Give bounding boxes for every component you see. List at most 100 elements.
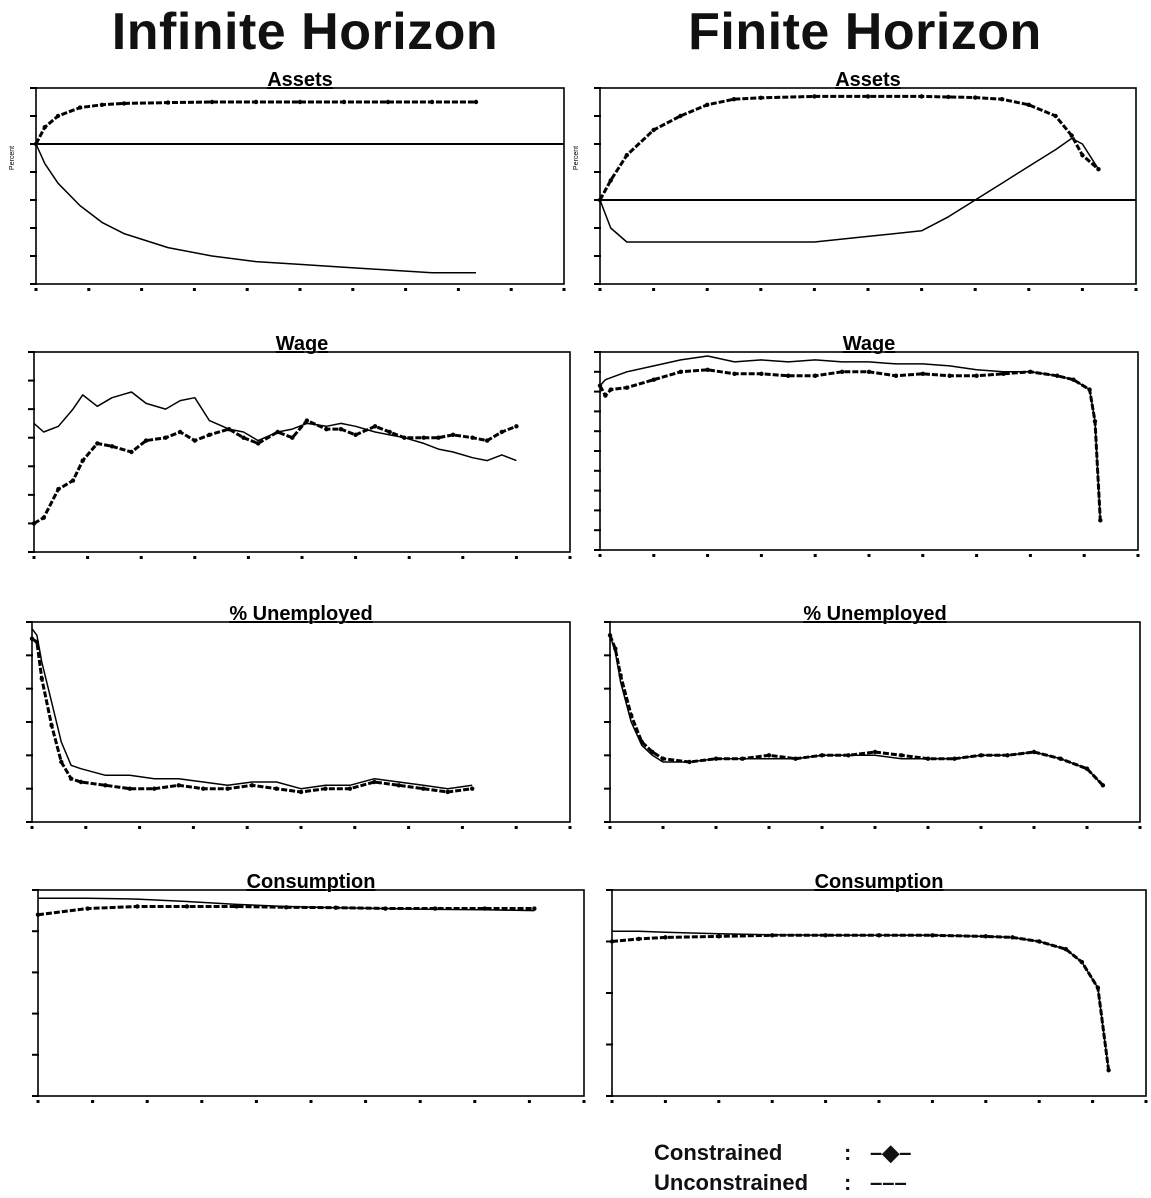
infinite-wage-constrained-point xyxy=(353,432,358,438)
infinite-consumption-constrained-point xyxy=(532,906,537,911)
infinite-unemployed-constrained-point xyxy=(78,779,84,785)
finite-wage-constrained-point xyxy=(920,371,925,376)
infinite-wage-plot-frame xyxy=(33,351,571,553)
infinite-unemployed-x-tick xyxy=(353,826,357,829)
infinite-wage-x-tick xyxy=(300,556,304,559)
finite-assets-constrained-point xyxy=(999,97,1005,102)
infinite-wage-constrained-series-line xyxy=(33,419,517,525)
infinite-unemployed-x-tick xyxy=(30,826,34,829)
infinite-wage-x-tick xyxy=(461,556,465,559)
finite-wage-constrained-point xyxy=(947,373,952,378)
finite-assets-x-tick xyxy=(598,288,602,291)
finite-unemployed-x-tick xyxy=(820,826,824,829)
infinite-wage-x-tick xyxy=(354,556,358,559)
infinite-unemployed-constrained-point xyxy=(200,786,206,791)
infinite-unemployed-constrained-point xyxy=(396,783,402,788)
infinite-wage-constrained-point xyxy=(372,424,378,429)
finite-unemployed-x-tick xyxy=(1085,826,1089,829)
legend-separator: : xyxy=(844,1170,852,1195)
infinite-assets-constrained-point xyxy=(99,102,105,108)
infinite-assets-constrained-point xyxy=(341,99,347,105)
infinite-wage-x-tick xyxy=(514,556,518,559)
infinite-assets-x-tick xyxy=(192,288,196,291)
infinite-wage-constrained-point xyxy=(163,435,168,440)
infinite-consumption-constrained-point xyxy=(184,904,190,909)
finite-assets-constrained-point xyxy=(651,127,656,133)
finite-unemployed-plot-frame xyxy=(609,621,1141,823)
finite-consumption-unconstrained-series-line xyxy=(612,930,1110,1071)
finite-wage-constrained-point xyxy=(974,373,979,378)
finite-consumption-x-tick xyxy=(1091,1100,1095,1103)
infinite-consumption-x-tick xyxy=(418,1100,422,1103)
finite-wage-constrained-point xyxy=(866,369,872,374)
infinite-wage-x-tick xyxy=(32,556,36,559)
infinite-unemployed-x-tick xyxy=(514,826,518,829)
infinite-wage-constrained-point xyxy=(255,441,261,446)
infinite-wage-x-tick xyxy=(407,556,411,559)
finite-assets-constrained-point xyxy=(919,94,924,99)
infinite-assets-title: Assets xyxy=(267,69,333,91)
finite-consumption-constrained-point xyxy=(663,935,668,940)
infinite-wage-x-tick xyxy=(246,556,250,559)
infinite-assets-x-tick xyxy=(245,288,249,291)
infinite-wage-constrained-point xyxy=(514,424,519,429)
infinite-unemployed-constrained-point xyxy=(29,636,35,641)
finite-unemployed-x-tick xyxy=(979,826,983,829)
infinite-consumption-x-tick xyxy=(200,1100,204,1103)
infinite-assets-plot-frame xyxy=(35,87,565,285)
finite-consumption-constrained-point xyxy=(609,939,615,944)
infinite-wage-x-tick xyxy=(86,556,90,559)
finite-wage-x-tick xyxy=(1136,554,1140,557)
infinite-unemployed-constrained-point xyxy=(298,789,304,795)
finite-assets-x-tick xyxy=(1080,288,1084,291)
finite-assets-x-tick xyxy=(973,288,977,291)
infinite-unemployed-constrained-point xyxy=(59,759,64,765)
infinite-consumption-x-tick xyxy=(36,1100,40,1103)
finite-assets-constrained-point xyxy=(758,95,763,101)
infinite-wage-constrained-point xyxy=(436,435,441,440)
infinite-assets-constrained-point xyxy=(297,99,303,105)
finite-unemployed-constrained-point xyxy=(660,756,666,761)
finite-assets-x-tick xyxy=(1134,288,1138,291)
infinite-wage-constrained-point xyxy=(499,429,504,435)
infinite-unemployed-x-tick xyxy=(299,826,303,829)
finite-consumption-x-tick xyxy=(930,1100,934,1103)
finite-wage-x-tick xyxy=(867,554,871,557)
finite-assets-x-tick xyxy=(1027,288,1031,291)
infinite-wage-constrained-point xyxy=(56,486,61,492)
finite-consumption-constrained-series-line xyxy=(611,933,1111,1071)
legend-constrained-symbol: –◆– xyxy=(870,1140,912,1165)
finite-wage-constrained-series-line xyxy=(598,368,1102,521)
infinite-assets-constrained-point xyxy=(429,99,435,105)
finite-assets-constrained-point xyxy=(865,94,871,99)
infinite-wage-constrained-point xyxy=(192,438,197,443)
infinite-wage-constrained-point xyxy=(80,458,85,463)
infinite-consumption-x-tick xyxy=(582,1100,586,1103)
finite-wage-x-tick xyxy=(706,554,710,557)
infinite-wage-unconstrained-series-line xyxy=(33,391,517,462)
infinite-wage-title: Wage xyxy=(276,333,329,355)
infinite-assets-x-tick xyxy=(456,288,460,291)
finite-assets-y-axis-label: Percent xyxy=(573,146,580,170)
infinite-unemployed-title: % Unemployed xyxy=(229,603,372,625)
infinite-unemployed-constrained-series-line xyxy=(31,637,473,794)
finite-wage-constrained-point xyxy=(759,371,764,376)
infinite-unemployed-constrained-point xyxy=(176,783,181,788)
finite-consumption-x-tick xyxy=(1037,1100,1041,1103)
infinite-unemployed-x-tick xyxy=(245,826,249,829)
finite-wage-x-tick xyxy=(598,554,602,557)
infinite-assets-constrained-point xyxy=(55,113,61,119)
infinite-unemployed-unconstrained-series-line xyxy=(31,628,473,790)
finite-wage-constrained-point xyxy=(839,369,845,374)
infinite-unemployed-constrained-point xyxy=(323,786,328,791)
infinite-assets-x-tick xyxy=(509,288,513,291)
finite-wage-constrained-point xyxy=(705,367,710,373)
finite-assets-constrained-point xyxy=(678,113,683,119)
infinite-wage-constrained-point xyxy=(41,515,46,520)
infinite-wage-constrained-point xyxy=(387,429,392,435)
infinite-consumption-x-tick xyxy=(364,1100,368,1103)
finite-wage-x-tick xyxy=(975,554,979,557)
finite-unemployed-x-tick xyxy=(926,826,930,829)
finite-unemployed-x-tick xyxy=(873,826,877,829)
infinite-assets-constrained-point xyxy=(253,99,259,105)
